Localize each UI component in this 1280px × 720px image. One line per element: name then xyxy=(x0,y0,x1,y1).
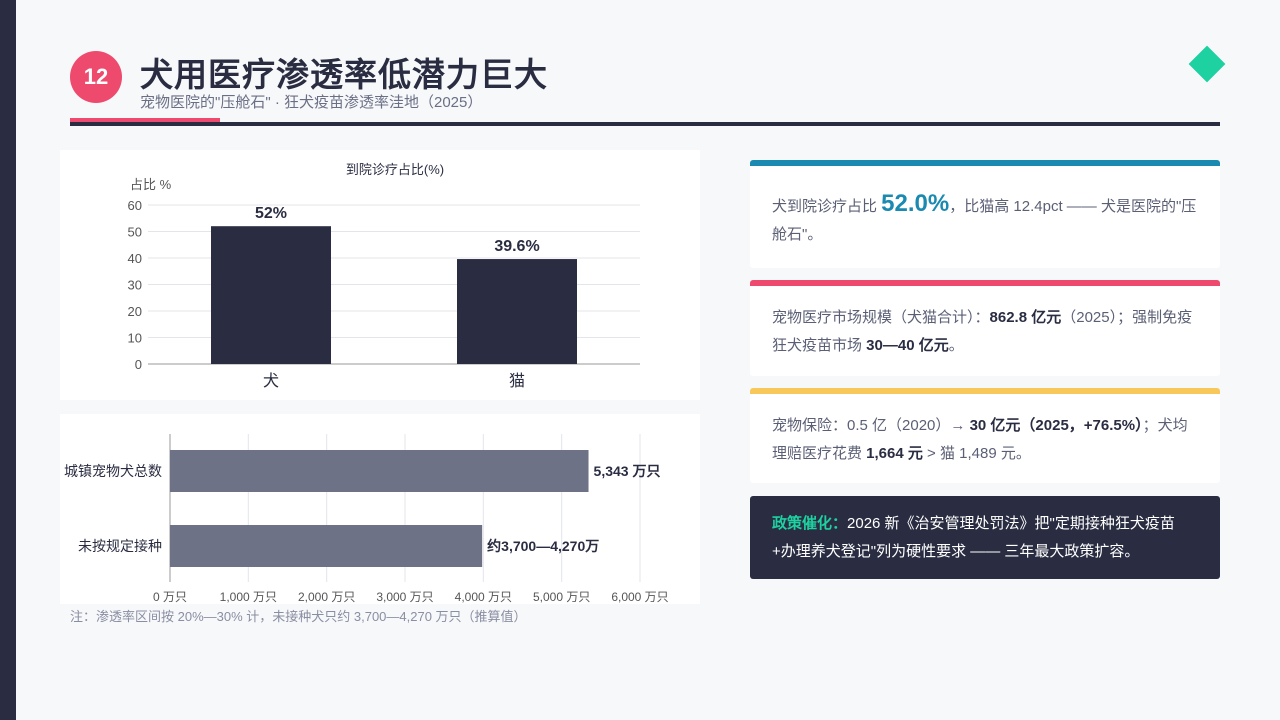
bar-value-label: 52% xyxy=(255,205,287,222)
bar-value-label: 39.6% xyxy=(494,238,539,255)
card-text: 犬到院诊疗占比 xyxy=(772,198,882,215)
card-text: ，比猫高 12.4pct —— 犬是医院的"压舱石"。 xyxy=(772,198,1197,243)
bar xyxy=(211,226,331,364)
card-policy: 政策催化：2026 新《治安管理处罚法》把"定期接种狂犬疫苗+办理养犬登记"列为… xyxy=(750,496,1220,579)
horizontal-bar-chart: 0 万只 1,000 万只 2,000 万只 3,000 万只 4,000 万只 5,00… xyxy=(60,414,700,604)
card-highlight-value: 52.0% xyxy=(881,190,950,217)
bar xyxy=(170,525,483,567)
bar xyxy=(457,259,577,364)
card-text: 宠物保险：0.5 亿（2020）→ xyxy=(772,417,970,434)
x-tick-label: 6,000 万只 xyxy=(611,590,668,604)
y-tick-label: 0 xyxy=(135,357,142,372)
left-rail xyxy=(0,0,16,720)
y-tick-label: 30 xyxy=(128,278,142,293)
bar xyxy=(170,450,589,492)
y-tick-label: 40 xyxy=(128,251,142,266)
card-market-size: 宠物医疗市场规模（犬猫合计）：862.8 亿元（2025）；强制免疫狂犬疫苗市场… xyxy=(750,280,1220,376)
vertical-bar-chart: 到院诊疗占比(%) 占比 % 0 10 20 30 40 50 60 52% 犬 39.6% 猫 xyxy=(60,150,700,400)
header-divider xyxy=(70,122,1220,126)
card-bold-value: 862.8 亿元 xyxy=(989,309,1062,326)
slide-number-badge: 12 xyxy=(70,51,122,103)
policy-label: 政策催化： xyxy=(772,515,848,532)
card-text: ；犬均理赔医疗花费 xyxy=(772,417,1188,462)
card-bold-value: 30—40 亿元 xyxy=(866,337,949,354)
card-clinic-share: 犬到院诊疗占比 52.0%，比猫高 12.4pct —— 犬是医院的"压舱石"。 xyxy=(750,160,1220,268)
x-category-label: 猫 xyxy=(509,372,525,390)
y-tick-label: 20 xyxy=(128,304,142,319)
x-tick-label: 2,000 万只 xyxy=(298,590,355,604)
card-pet-insurance: 宠物保险：0.5 亿（2020）→ 30 亿元（2025，+76.5%）；犬均理… xyxy=(750,388,1220,483)
card-bold-value: 30 亿元（2025，+76.5%） xyxy=(969,417,1143,434)
chart-title: 到院诊疗占比(%) xyxy=(346,162,444,177)
footnote: 注：渗透率区间按 20%—30% 计，未接种犬只约 3,700—4,270 万只… xyxy=(70,609,527,624)
card-text: 宠物医疗市场规模（犬猫合计）： xyxy=(772,309,990,326)
card-text: > 猫 1,489 元。 xyxy=(922,445,1031,462)
x-tick-label: 0 万只 xyxy=(153,590,187,604)
y-axis-label: 占比 % xyxy=(130,177,172,192)
card-text: （2025）；强制免疫狂犬疫苗市场 xyxy=(772,309,1193,354)
card-bold-value: 1,664 元 xyxy=(866,445,923,462)
bar-value-label: 约3,700—4,270万 xyxy=(487,538,599,554)
card-text: 2026 新《治安管理处罚法》把"定期接种狂犬疫苗+办理养犬登记"列为硬性要求 … xyxy=(772,515,1175,560)
y-tick-label: 50 xyxy=(128,225,142,240)
y-tick-label: 60 xyxy=(128,198,142,213)
x-category-label: 犬 xyxy=(263,372,279,390)
x-tick-label: 1,000 万只 xyxy=(220,590,277,604)
bar-value-label: 5,343 万只 xyxy=(594,463,661,479)
x-tick-label: 5,000 万只 xyxy=(533,590,590,604)
x-tick-label: 3,000 万只 xyxy=(376,590,433,604)
y-tick-label: 10 xyxy=(128,331,142,346)
y-category-label: 城镇宠物犬总数 xyxy=(64,463,162,479)
header-divider-accent xyxy=(70,118,220,122)
x-tick-label: 4,000 万只 xyxy=(455,590,512,604)
page-subtitle: 宠物医院的"压舱石" · 狂犬疫苗渗透率洼地（2025） xyxy=(140,94,483,111)
page-title: 犬用医疗渗透率低潜力巨大 xyxy=(140,56,548,93)
diamond-icon xyxy=(1188,45,1226,83)
y-category-label: 未按规定接种 xyxy=(78,538,162,554)
card-text: 。 xyxy=(948,337,964,354)
